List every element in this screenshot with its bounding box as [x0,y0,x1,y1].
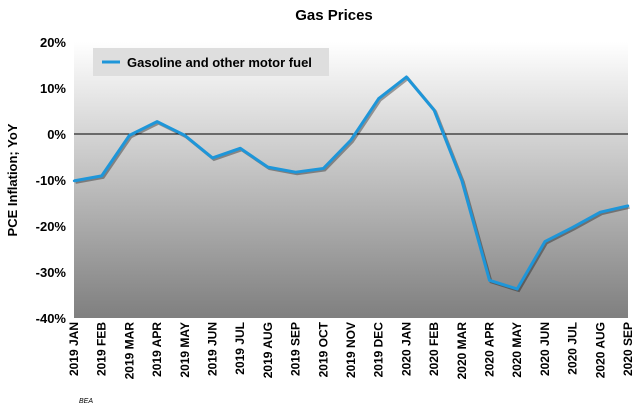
x-tick-label: 2020 APR [483,322,497,377]
x-tick-label: 2019 JAN [67,322,81,376]
data-point [626,204,630,207]
data-point [460,179,463,182]
data-point [377,97,380,100]
x-tick-label: 2019 MAR [122,322,136,380]
chart-title: Gas Prices [295,7,373,24]
y-axis-title: PCE Inflation; YoY [5,123,20,236]
x-tick-label: 2020 MAR [455,322,469,380]
x-tick-label: 2020 JUL [566,322,580,375]
data-point [266,165,270,169]
x-tick-label: 2019 OCT [316,321,330,377]
y-tick-label: 0% [47,127,66,142]
x-axis: 2019 JAN 2019 FEB 2019 MAR 2019 APR 2019 MAY… [67,321,635,379]
x-tick-label: 2019 AUG [261,322,275,378]
y-tick-label: 20% [40,35,66,50]
y-tick-label: 10% [40,81,66,96]
y-axis: -40% -30% -20% -10% 0% 10% 20% [36,35,67,326]
legend-box [93,48,329,76]
x-tick-label: 2020 MAY [510,322,524,378]
data-point [183,134,186,137]
x-tick-label: 2019 SEP [289,322,303,376]
plot-area [74,42,628,318]
data-point [128,134,131,137]
x-tick-label: 2019 NOV [344,322,358,378]
data-point [72,179,76,183]
x-tick-label: 2020 JAN [399,322,413,376]
legend: Gasoline and other motor fuel [93,48,329,76]
data-point [543,240,547,243]
y-tick-label: -10% [36,173,67,188]
x-tick-label: 2019 FEB [95,322,109,376]
y-tick-label: -20% [36,219,67,234]
data-point [100,174,103,178]
x-tick-label: 2019 JUL [233,322,247,375]
data-point [349,138,353,142]
data-point [211,156,214,160]
x-tick-label: 2020 SEP [621,322,635,376]
series-layer [72,75,630,293]
x-tick-label: 2019 DEC [372,322,386,378]
x-tick-label: 2019 MAY [178,322,192,378]
data-point [322,167,325,170]
data-point [488,279,491,282]
data-point [432,108,436,112]
data-point [516,287,519,291]
x-tick-label: 2019 APR [150,322,164,377]
data-point [599,211,602,214]
data-point [155,120,159,123]
x-tick-label: 2020 FEB [427,322,441,376]
data-point [571,226,574,229]
legend-label: Gasoline and other motor fuel [127,55,312,70]
x-tick-label: 2020 AUG [593,322,607,378]
data-point [239,147,242,150]
y-tick-label: -30% [36,265,67,280]
y-tick-label: -40% [36,311,67,326]
data-point [405,75,408,79]
data-point [294,170,297,174]
x-tick-label: 2019 JUN [206,322,220,376]
x-tick-label: 2020 JUN [538,322,552,376]
source-note: BEA [79,398,93,405]
